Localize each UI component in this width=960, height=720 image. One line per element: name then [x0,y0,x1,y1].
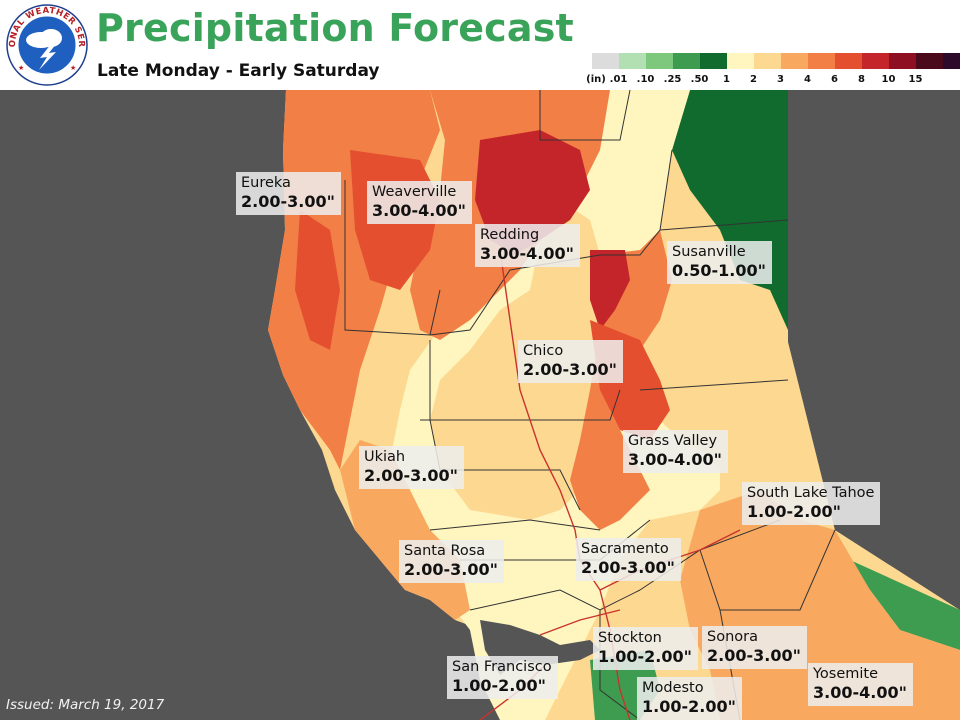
city-callout: Weaverville 3.00-4.00" [367,181,472,224]
legend-swatch [727,53,754,69]
page-subtitle: Late Monday - Early Saturday [97,61,380,81]
city-callout: Susanville 0.50-1.00" [667,241,772,284]
legend-swatch [889,53,916,69]
precip-band-green-east [850,560,960,650]
city-callout: San Francisco 1.00-2.00" [447,656,558,699]
city-name: Redding [480,227,540,243]
nws-logo: NATIONAL WEATHER SERVICE ★ ★ [6,4,88,86]
legend-swatch [700,53,727,69]
precip-range: 2.00-3.00" [581,558,675,577]
precip-range: 1.00-2.00" [452,676,546,695]
city-name: Weaverville [372,184,457,200]
city-callout: Stockton 1.00-2.00" [593,627,698,670]
precip-range: 2.00-3.00" [404,560,498,579]
legend-label: 10 [881,74,896,85]
legend-swatch [835,53,862,69]
precip-range: 3.00-4.00" [480,244,574,263]
legend-label: 15 [908,74,923,85]
precip-range: 2.00-3.00" [364,466,458,485]
legend-swatch [781,53,808,69]
legend-label: 2 [750,74,757,85]
city-name: Modesto [642,680,704,696]
city-name: Chico [523,343,564,359]
city-name: Grass Valley [628,433,718,449]
precip-range: 3.00-4.00" [628,450,722,469]
svg-text:★: ★ [18,64,24,72]
city-name: San Francisco [452,659,552,675]
precip-range: 3.00-4.00" [813,683,907,702]
city-callout: Yosemite 3.00-4.00" [808,663,913,706]
legend-label: 8 [858,74,865,85]
city-callout: South Lake Tahoe 1.00-2.00" [742,482,881,525]
precip-range: 1.00-2.00" [642,697,736,716]
precip-range: 1.00-2.00" [598,647,692,666]
precip-range: 2.00-3.00" [707,646,801,665]
legend-swatch [619,53,646,69]
legend-swatch [943,53,960,69]
issued-date: Issued: March 19, 2017 [6,697,165,713]
legend-unit-label: (in) [586,74,606,85]
city-callout: Sonora 2.00-3.00" [702,626,807,669]
city-name: Ukiah [364,449,406,465]
legend-label: .01 [609,74,628,85]
legend-label: 6 [831,74,838,85]
legend-swatch [646,53,673,69]
city-name: South Lake Tahoe [747,485,875,501]
city-callout: Sacramento 2.00-3.00" [576,538,681,581]
city-callout: Chico 2.00-3.00" [518,340,623,383]
city-callout: Redding 3.00-4.00" [475,224,580,267]
precip-band-red-redding [475,130,590,255]
precip-range: 3.00-4.00" [372,201,466,220]
legend-label: .10 [636,74,655,85]
precip-range: 0.50-1.00" [672,261,766,280]
nevada-area [792,90,960,610]
legend-swatch [862,53,889,69]
legend-swatch [673,53,700,69]
city-callout: Modesto 1.00-2.00" [637,677,742,720]
legend-label: .25 [663,74,682,85]
legend-swatch [592,53,619,69]
legend-swatch [916,53,943,69]
city-name: Sonora [707,629,758,645]
precip-band-red-lassen [590,250,630,330]
precip-range: 1.00-2.00" [747,502,841,521]
precip-range: 2.00-3.00" [523,360,617,379]
city-callout: Grass Valley 3.00-4.00" [623,430,728,473]
page-title: Precipitation Forecast [96,6,574,50]
city-name: Yosemite [813,666,879,682]
legend-label: 1 [723,74,730,85]
city-name: Santa Rosa [404,543,486,559]
city-name: Stockton [598,630,662,646]
city-name: Eureka [241,175,291,191]
city-name: Sacramento [581,541,669,557]
header: NATIONAL WEATHER SERVICE ★ ★ Precipitati… [0,0,960,90]
legend-label: .50 [690,74,709,85]
legend-swatch [808,53,835,69]
city-callout: Eureka 2.00-3.00" [236,172,341,215]
svg-text:★: ★ [70,64,76,72]
precip-band-red-coast [295,210,340,350]
legend-swatch [754,53,781,69]
city-callout: Santa Rosa 2.00-3.00" [399,540,504,583]
city-name: Susanville [672,244,746,260]
precip-range: 2.00-3.00" [241,192,335,211]
precipitation-map [0,90,960,720]
city-callout: Ukiah 2.00-3.00" [359,446,464,489]
legend-label: 4 [804,74,811,85]
legend-label: 3 [777,74,784,85]
